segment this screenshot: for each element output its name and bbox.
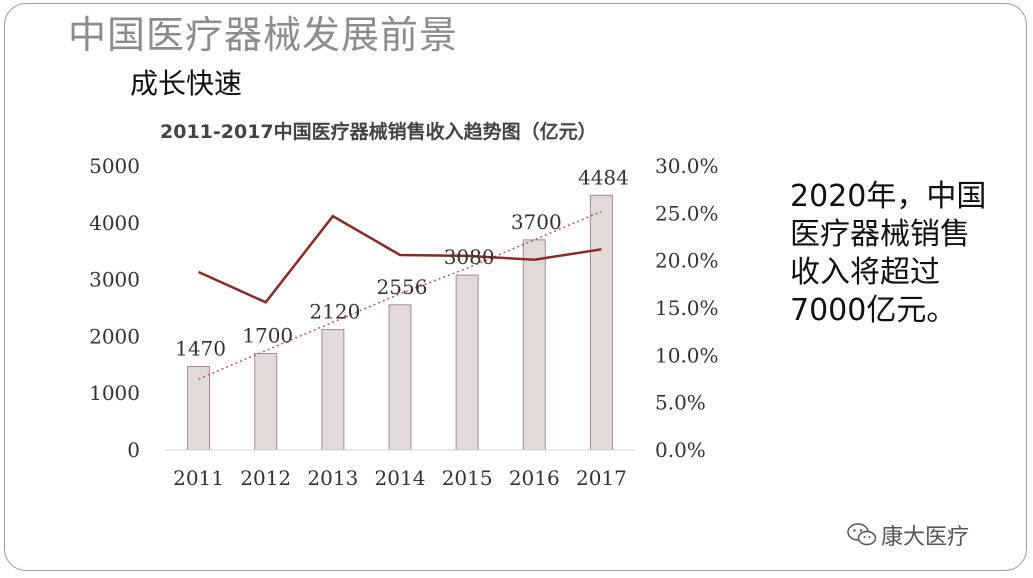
y2-tick-label: 20.0%: [655, 249, 719, 273]
bar-2014: [388, 304, 412, 451]
x-tick-label: 2015: [442, 466, 493, 490]
y-tick-label: 3000: [89, 268, 140, 292]
bar-data-label: 2556: [377, 275, 428, 299]
x-tick-label: 2011: [173, 466, 224, 490]
bar-series: [187, 194, 613, 451]
y2-tick-label: 5.0%: [655, 391, 706, 415]
y2-tick-label: 10.0%: [655, 343, 719, 367]
bar-data-label: 3700: [511, 210, 562, 234]
brand-logo: 康大医疗: [847, 519, 969, 551]
bar-data-label: 4484: [578, 165, 629, 189]
slide-frame: [4, 3, 1027, 571]
x-tick-label: 2016: [509, 466, 560, 490]
x-tick-label: 2013: [307, 466, 358, 490]
y2-tick-label: 15.0%: [655, 296, 719, 320]
chart-title: 2011-2017中国医疗器械销售收入趋势图（亿元）: [160, 121, 597, 143]
logo-text: 康大医疗: [881, 525, 970, 550]
y2-tick-label: 25.0%: [655, 201, 719, 225]
x-tick-label: 2012: [240, 466, 291, 490]
bar-data-labels: 1470 1700 2120 2556 3080 3700 4484: [175, 165, 629, 360]
growth-rate-line: [198, 214, 602, 304]
y-tick-label: 1000: [89, 381, 140, 405]
line-series: [198, 214, 602, 304]
left-axis-ticks: 0 1000 2000 3000 4000 5000: [89, 154, 140, 462]
bar-2013: [321, 329, 345, 451]
bar-data-label: 1700: [242, 323, 293, 347]
bar-data-label: 1470: [175, 337, 226, 361]
bar-2016: [522, 239, 546, 451]
y-tick-label: 5000: [89, 154, 140, 178]
x-tick-label: 2017: [576, 466, 627, 490]
callout-text: 2020年，中国 医疗器械销售 收入将超过 7000亿元。: [790, 179, 987, 328]
y-tick-label: 4000: [89, 211, 140, 235]
bar-2012: [254, 352, 278, 451]
bar-data-label: 2120: [309, 300, 360, 324]
x-tick-label: 2014: [375, 466, 426, 490]
bar-2015: [455, 274, 479, 451]
x-axis-ticks: 2011 2012 2013 2014 2015 2016 2017: [173, 466, 627, 490]
bar-2011: [187, 366, 211, 451]
bar-2017: [589, 194, 613, 451]
y2-tick-label: 0.0%: [655, 438, 706, 462]
bar-data-label: 3080: [444, 245, 495, 269]
y-tick-label: 2000: [89, 324, 140, 348]
right-axis-ticks: 0.0% 5.0% 10.0% 15.0% 20.0% 25.0% 30.0%: [655, 154, 719, 462]
y2-tick-label: 30.0%: [655, 154, 719, 178]
y-tick-label: 0: [127, 438, 140, 462]
wechat-icon: [847, 523, 877, 546]
slide-subtitle: 成长快速: [130, 67, 243, 100]
slide-title: 中国医疗器械发展前景: [68, 13, 459, 57]
